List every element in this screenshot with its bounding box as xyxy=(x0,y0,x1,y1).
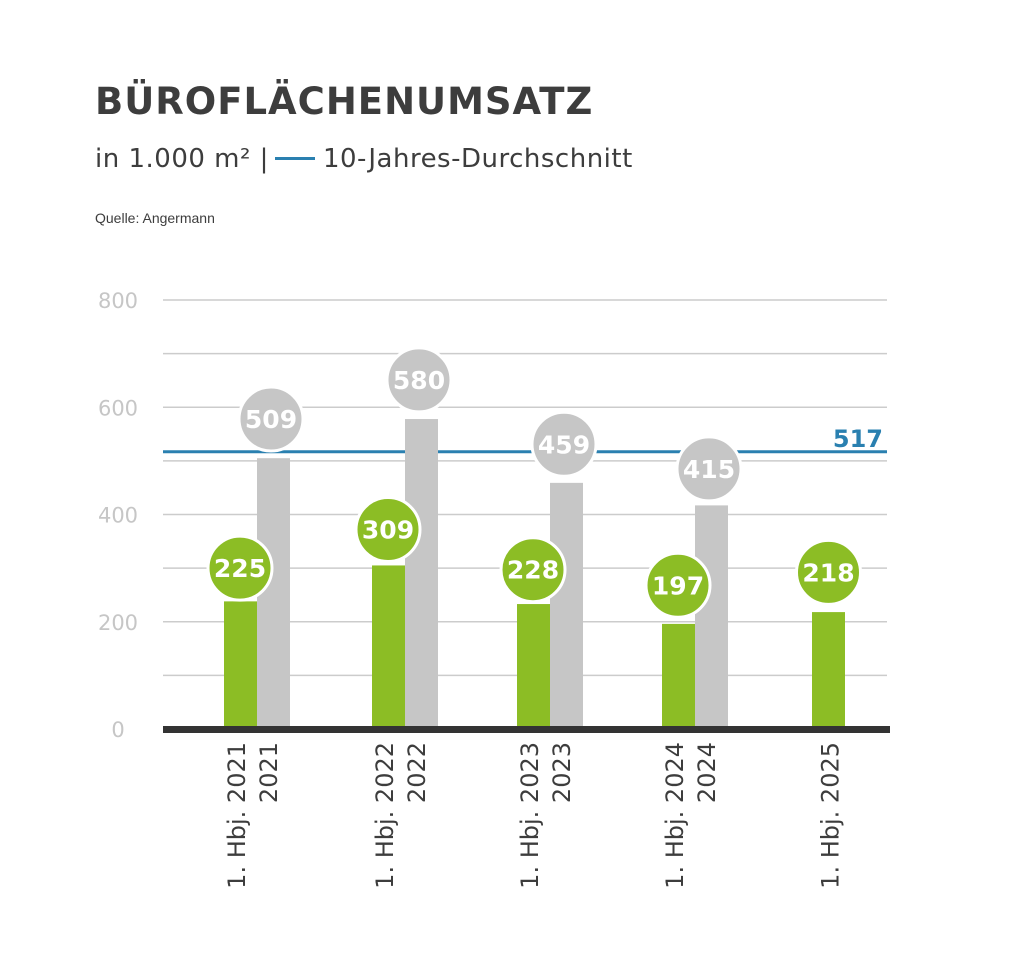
x-tick-label: 1. Hbj. 2024 xyxy=(661,742,689,889)
data-label-half-year: 218 xyxy=(802,558,854,587)
bar-full-year xyxy=(405,419,438,729)
x-axis-baseline xyxy=(163,726,890,733)
data-label-bubble-half-year xyxy=(354,496,422,564)
data-label-bubble-half-year xyxy=(644,551,712,619)
unit-label: in 1.000 m² | xyxy=(95,144,269,174)
bar-full-year xyxy=(257,458,290,729)
bar-half-year xyxy=(372,565,405,729)
y-tick-label: 400 xyxy=(98,504,138,528)
x-tick-label: 1. Hbj. 2021 xyxy=(223,742,251,889)
data-label-half-year: 197 xyxy=(652,571,704,600)
data-label-bubble-full-year xyxy=(237,385,305,453)
bar-half-year xyxy=(812,612,845,729)
average-legend-label: 10-Jahres-Durchschnitt xyxy=(322,144,633,174)
data-label-bubble-half-year xyxy=(206,534,274,602)
x-tick-label: 1. Hbj. 2025 xyxy=(817,742,845,889)
y-tick-label: 0 xyxy=(111,718,124,742)
x-tick-label: 2023 xyxy=(548,742,576,803)
data-label-full-year: 580 xyxy=(393,366,445,395)
data-label-bubble-full-year xyxy=(385,346,453,414)
bar-half-year xyxy=(517,604,550,729)
bar-full-year xyxy=(695,505,728,729)
data-label-bubble-full-year xyxy=(675,435,743,503)
data-label-bubble-half-year xyxy=(795,538,862,606)
data-label-half-year: 225 xyxy=(214,554,266,583)
data-label-full-year: 459 xyxy=(538,430,590,459)
data-label-full-year: 415 xyxy=(683,455,735,484)
data-label-half-year: 228 xyxy=(507,556,559,585)
x-tick-label: 2022 xyxy=(403,742,431,803)
x-tick-label: 2024 xyxy=(693,742,721,803)
average-legend-swatch xyxy=(274,157,315,160)
y-tick-label: 600 xyxy=(98,396,138,420)
chart-title: BÜROFLÄCHENUMSATZ xyxy=(95,80,594,123)
bar-half-year xyxy=(224,601,257,729)
y-tick-label: 800 xyxy=(98,289,138,313)
x-tick-label: 2021 xyxy=(255,742,283,803)
data-label-bubble-half-year xyxy=(499,536,567,604)
data-label-full-year: 509 xyxy=(245,405,297,434)
chart-subtitle: in 1.000 m² | 10-Jahres-Durchschnitt xyxy=(95,144,633,174)
bar-full-year xyxy=(550,482,583,729)
y-tick-label: 200 xyxy=(98,611,138,635)
bar-half-year xyxy=(662,623,695,729)
source-note: Quelle: Angermann xyxy=(95,210,215,226)
data-label-half-year: 309 xyxy=(362,516,414,545)
data-label-bubble-full-year xyxy=(530,410,598,478)
x-tick-label: 1. Hbj. 2022 xyxy=(371,742,399,889)
average-line-label: 517 xyxy=(833,425,883,453)
x-tick-label: 1. Hbj. 2023 xyxy=(516,742,544,889)
